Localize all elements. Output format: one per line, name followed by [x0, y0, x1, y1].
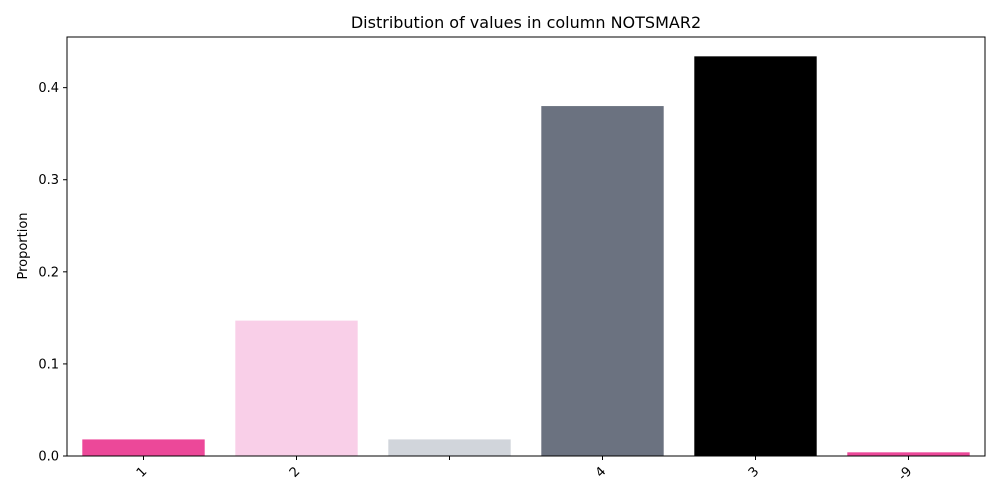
y-tick-label: 0.4 — [38, 81, 59, 96]
y-tick-label: 0.2 — [38, 265, 59, 280]
x-tick-label: 2 — [287, 464, 303, 480]
chart-title: Distribution of values in column NOTSMAR… — [351, 13, 701, 32]
bar--9 — [847, 452, 970, 456]
bar-1 — [82, 439, 205, 456]
y-tick-label: 0.0 — [38, 450, 59, 465]
bar-blank — [388, 439, 511, 456]
bar-2 — [235, 320, 358, 456]
x-tick-label: 4 — [593, 464, 609, 480]
bar-3 — [694, 56, 817, 457]
y-tick-label: 0.3 — [38, 173, 59, 188]
plot-frame — [66, 36, 986, 457]
x-tick-label: 1 — [134, 464, 150, 480]
y-tick-label: 0.1 — [38, 357, 59, 372]
x-tick-label: 3 — [746, 464, 762, 480]
plot-area: 0.0 0.1 0.2 0.3 0.4 1 2 4 3 -9 — [38, 36, 986, 484]
x-tick-label: -9 — [896, 464, 916, 484]
y-axis-label: Proportion — [16, 212, 31, 279]
bar-4 — [541, 106, 664, 456]
